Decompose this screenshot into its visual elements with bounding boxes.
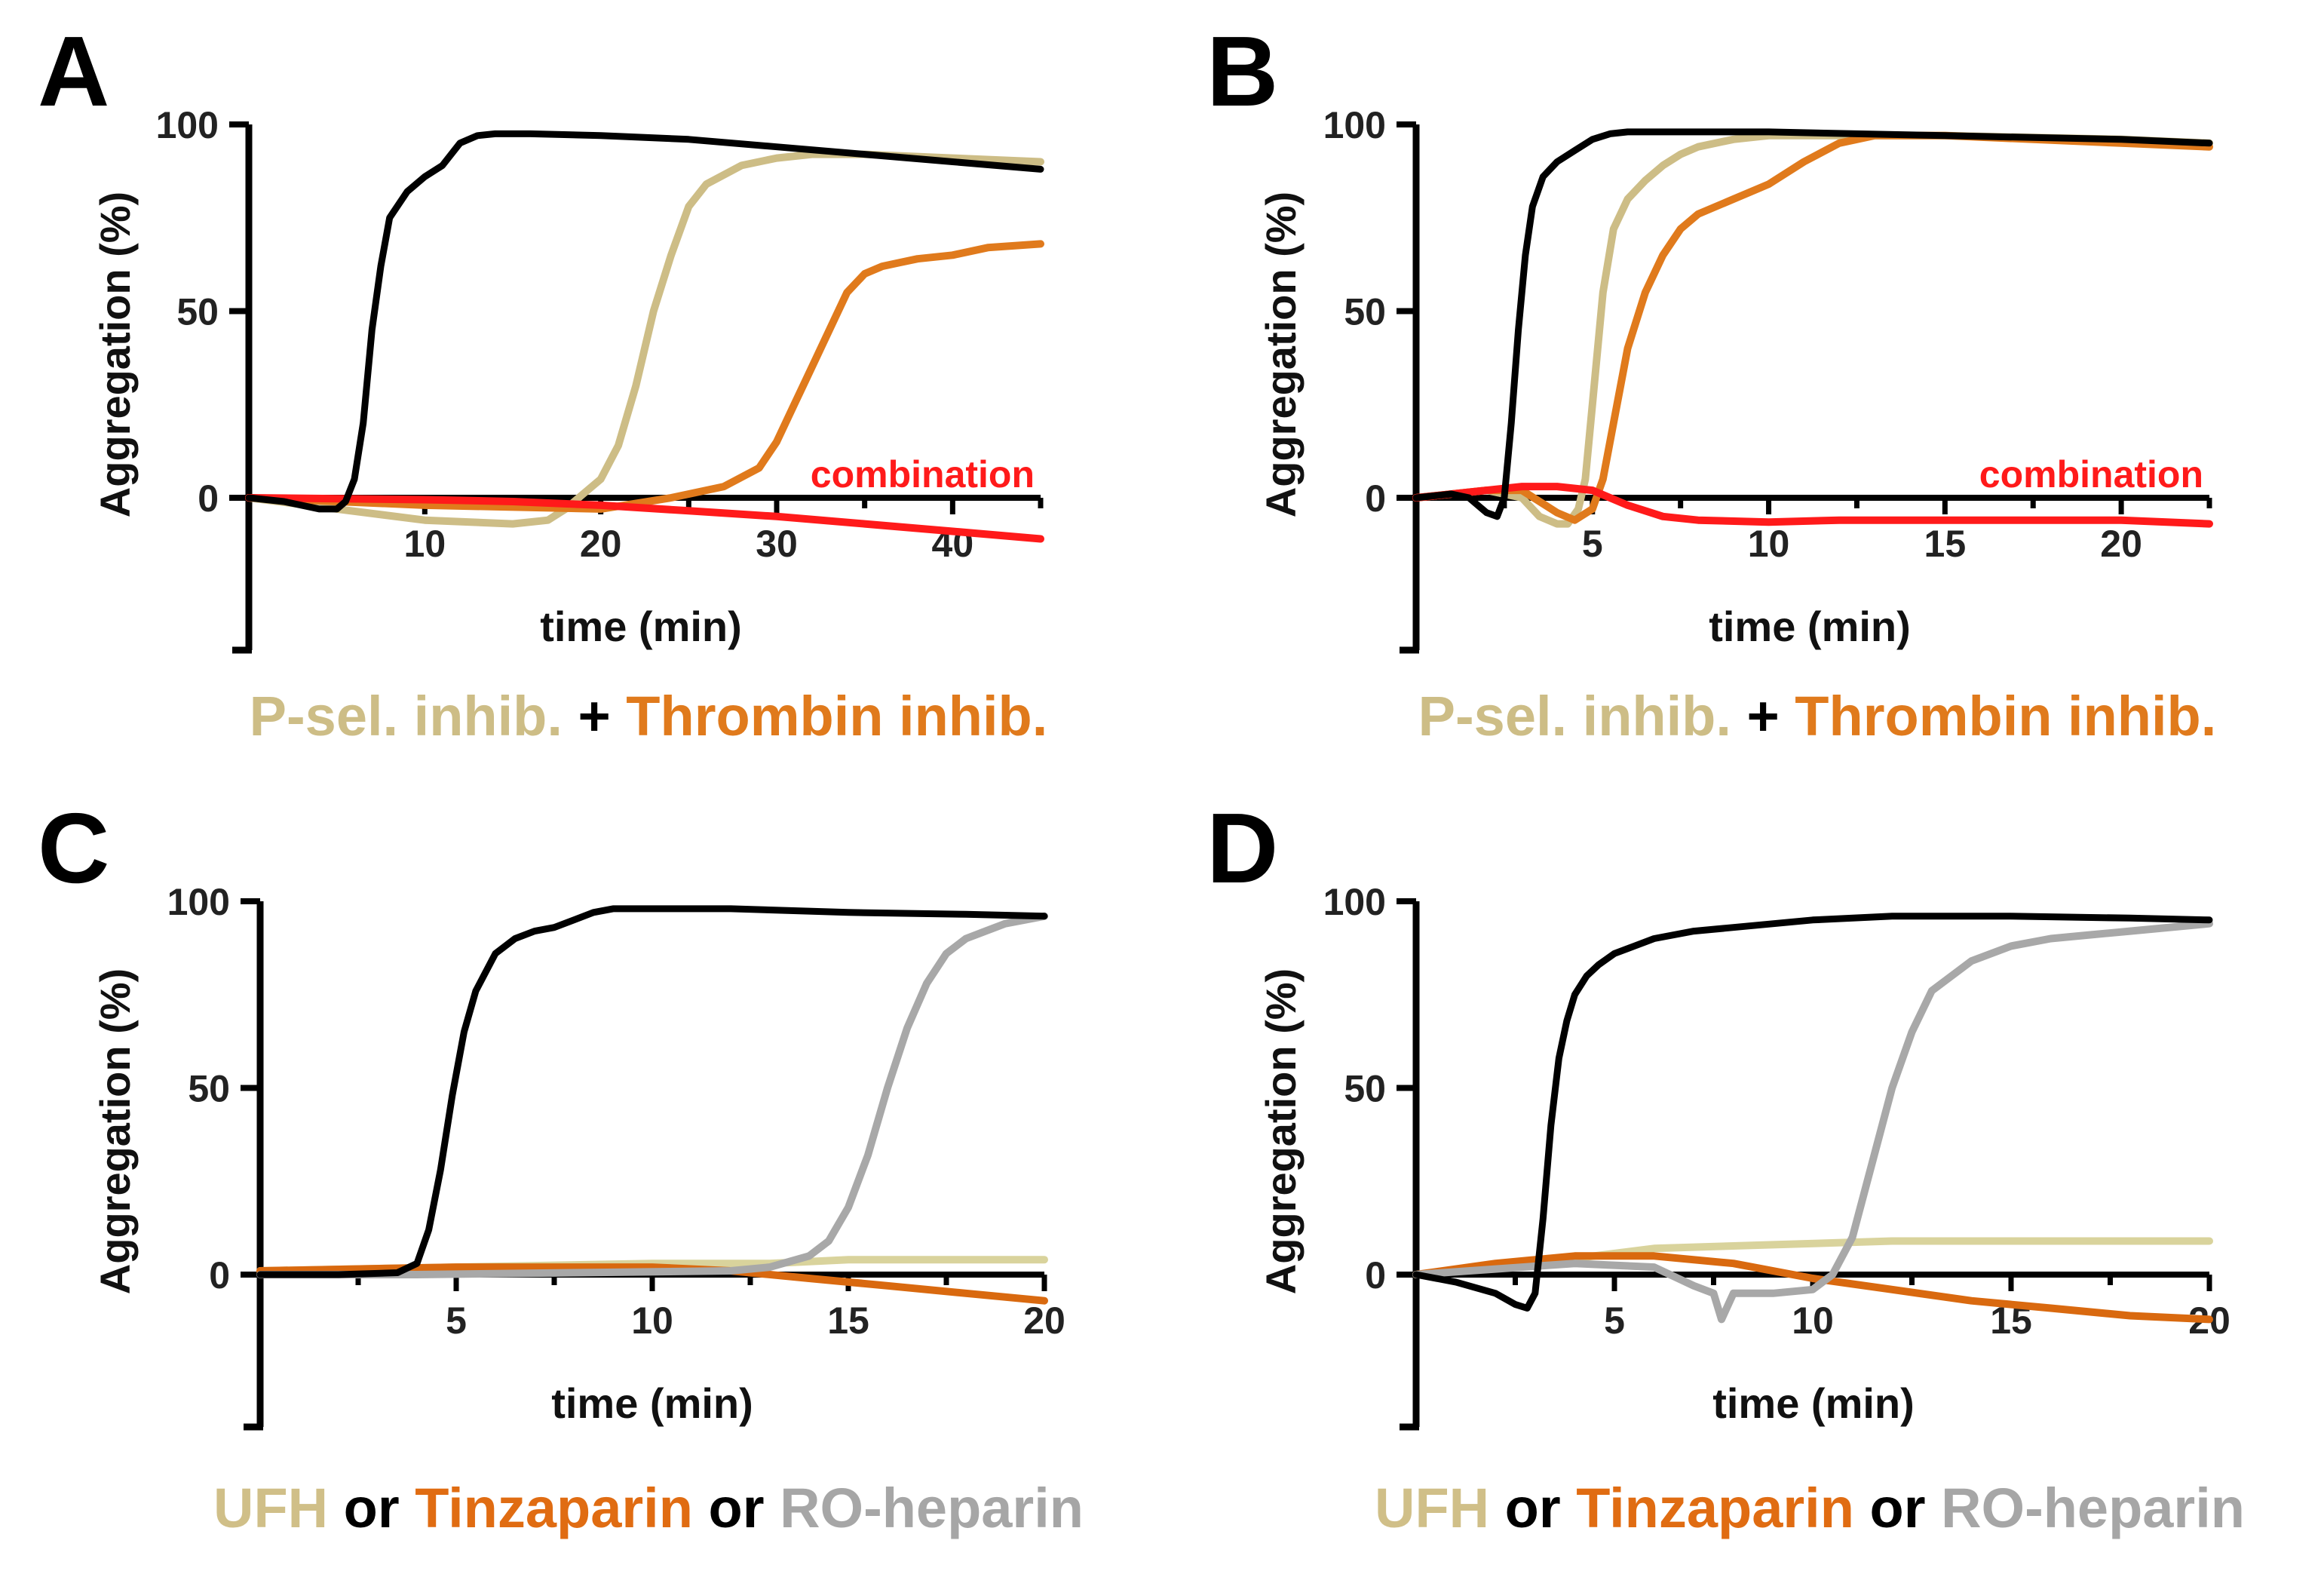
panel-a-legend-thrombin: Thrombin inhib. [626,685,1047,747]
panel-b-y-tick-label-100: 100 [1323,104,1386,146]
panel-d-y-tick-label-50: 50 [1344,1068,1386,1110]
panel-a-series-thrombin-inhib- [245,240,1044,513]
panel-b-annotation-0: combination [1979,453,2203,496]
panel-c-xlabel: time (min) [551,1379,753,1427]
panel-b-series-combination [1412,483,2213,528]
panel-b-marks: 0 50 100 5 10 15 20 combination [1323,104,2213,654]
panel-b-legend-plus: + [1731,685,1795,747]
panel-b-label: B [1206,16,1278,127]
panel-d-x-tick-label-10: 10 [1792,1299,1834,1342]
panel-c-label: C [38,793,109,904]
panel-c-y-tick-label-50: 50 [188,1068,230,1110]
panel-b-ylabel: Aggregation (%) [1257,192,1305,517]
panel-d-legend-or-1: or [1489,1477,1576,1539]
panel-c-y-tick-label-0: 0 [209,1254,230,1296]
panel-d-y-tick-label-0: 0 [1365,1254,1386,1296]
panel-c-x-tick-label-5: 5 [446,1299,467,1342]
panel-b-y-tick-label-50: 50 [1344,291,1386,333]
panel-b-x-tick-label-10: 10 [1748,523,1790,565]
panel-a-legend-psel: P-sel. inhib. [250,685,563,747]
panel-a-y-tick-label-50: 50 [176,291,219,333]
panel-d-y-tick-label-100: 100 [1323,881,1386,923]
panel-d-series-control [1412,913,2213,1312]
panel-a: A Aggregation (%) time (min) P-sel. inhi… [38,16,1047,747]
panel-c-legend-roheparin: RO-heparin [780,1477,1084,1539]
panel-c: C Aggregation (%) time (min) UFH or Tinz… [38,793,1084,1539]
panel-d: D Aggregation (%) time (min) UFH or Tinz… [1206,793,2245,1539]
panel-a-label: A [38,16,109,127]
panel-d-series-tinzaparin [1412,1252,2213,1324]
panel-c-legend-tinzaparin: Tinzaparin [415,1477,693,1539]
panel-b: B Aggregation (%) time (min) P-sel. inhi… [1206,16,2216,747]
panel-b-x-tick-label-5: 5 [1582,523,1603,565]
panel-a-ylabel: Aggregation (%) [91,192,139,517]
panel-d-legend-roheparin: RO-heparin [1941,1477,2245,1539]
panel-b-series-thrombin-inhib- [1412,131,2213,524]
panel-b-legend-thrombin: Thrombin inhib. [1795,685,2216,747]
panel-d-series-ro-heparin [1412,919,2213,1324]
panel-c-legend-ufh: UFH [213,1477,328,1539]
panel-a-series-control [245,130,1044,513]
panel-d-legend-ufh: UFH [1375,1477,1489,1539]
panel-a-annotation-0: combination [811,453,1035,496]
panel-c-x-tick-label-15: 15 [827,1299,869,1342]
panel-b-legend-psel: P-sel. inhib. [1418,685,1731,747]
panel-a-series-combination [245,494,1044,543]
panel-b-y-tick-label-0: 0 [1365,477,1386,520]
panel-b-x-tick-label-15: 15 [1924,523,1967,565]
panel-b-xlabel: time (min) [1709,603,1911,650]
panel-c-marks: 0 50 100 5 10 15 20 [167,881,1065,1431]
panel-d-legend: UFH or Tinzaparin or RO-heparin [1375,1477,2245,1539]
panel-c-x-tick-label-20: 20 [1023,1299,1065,1342]
panel-d-legend-tinzaparin: Tinzaparin [1576,1477,1854,1539]
panel-a-y-tick-label-100: 100 [156,104,219,146]
panel-b-legend: P-sel. inhib. + Thrombin inhib. [1418,685,2217,747]
panel-a-xlabel: time (min) [540,603,742,650]
panel-c-ylabel: Aggregation (%) [91,968,139,1294]
panel-d-ylabel: Aggregation (%) [1257,968,1305,1294]
panel-a-y-tick-label-0: 0 [198,477,219,520]
panel-c-series-control [256,905,1048,1278]
panel-c-series-tinzaparin [256,1263,1048,1305]
panel-d-legend-or-2: or [1854,1477,1941,1539]
panel-c-legend-or-1: or [328,1477,415,1539]
panel-a-x-tick-label-20: 20 [580,523,622,565]
panel-d-xlabel: time (min) [1712,1379,1915,1427]
panel-a-x-tick-label-10: 10 [404,523,446,565]
panel-a-series-p-sel-inhib- [245,150,1044,528]
panel-d-label: D [1206,793,1278,904]
panel-c-legend: UFH or Tinzaparin or RO-heparin [213,1477,1084,1539]
panel-d-x-tick-label-5: 5 [1604,1299,1625,1342]
panel-c-x-tick-label-10: 10 [631,1299,673,1342]
panel-b-x-tick-label-20: 20 [2100,523,2142,565]
panel-c-series-ro-heparin [256,912,1048,1278]
panel-a-legend: P-sel. inhib. + Thrombin inhib. [250,685,1048,747]
panel-a-x-tick-label-30: 30 [756,523,798,565]
panel-c-legend-or-2: or [693,1477,780,1539]
panel-b-series-control [1412,128,2213,520]
panel-c-y-tick-label-100: 100 [167,881,230,923]
panel-a-legend-plus: + [563,685,626,747]
